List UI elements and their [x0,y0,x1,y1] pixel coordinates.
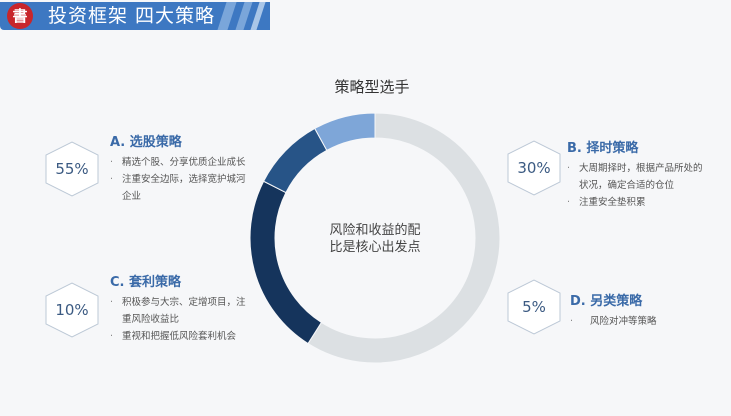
slide-header: 書 投资框架 四大策略 [0,0,731,32]
hexagon-icon [507,140,561,196]
bullet: 注重安全边际，选择宽护城河企业 [110,171,250,205]
donut-slice-3 [314,112,376,152]
bullet: 风险对冲等策略 [570,313,710,330]
percent-badge: 55% [44,141,100,197]
bullet: 注重安全垫积累 [567,194,705,211]
strategy-c: C. 套利策略 积极参与大宗、定增项目，注重风险收益比重视和把握低风险套利机会 [110,271,250,345]
donut-slice-1 [249,180,323,345]
strategy-title: C. 套利策略 [110,275,182,290]
strategy-a: A. 选股策略 精选个股、分享优质企业成长注重安全边际，选择宽护城河企业 [110,131,250,205]
page-title: 投资框架 四大策略 [48,5,216,27]
bullet: 大周期择时，根据产品所处的状况，确定合适的仓位 [567,160,705,194]
donut-slice-0 [307,112,501,364]
logo-icon: 書 [7,3,33,29]
percent-badge: 30% [506,140,562,196]
percent-value: 5% [522,298,546,316]
percent-badge: 10% [44,282,100,338]
bullet: 积极参与大宗、定增项目，注重风险收益比 [110,294,250,328]
strategy-d: D. 另类策略 风险对冲等策略 [570,290,710,330]
donut-slice-2 [262,127,328,194]
hexagon-icon [45,282,99,338]
chart-title: 策略型选手 [334,78,410,96]
strategy-title: D. 另类策略 [570,294,643,309]
donut-center-text: 风险和收益的配 比是核心出发点 [305,222,445,256]
bullet: 精选个股、分享优质企业成长 [110,154,250,171]
strategy-title: A. 选股策略 [110,135,182,150]
strategy-title: B. 择时策略 [567,141,639,156]
bullet: 重视和把握低风险套利机会 [110,328,250,345]
hexagon-icon [45,141,99,197]
percent-value: 10% [55,301,89,319]
percent-value: 30% [517,159,551,177]
center-text-line: 风险和收益的配 [329,223,421,238]
strategy-b: B. 择时策略 大周期择时，根据产品所处的状况，确定合适的仓位注重安全垫积累 [567,137,705,211]
percent-badge: 5% [506,279,562,335]
hexagon-icon [507,279,561,335]
center-text-line: 比是核心出发点 [329,240,421,255]
percent-value: 55% [55,160,89,178]
